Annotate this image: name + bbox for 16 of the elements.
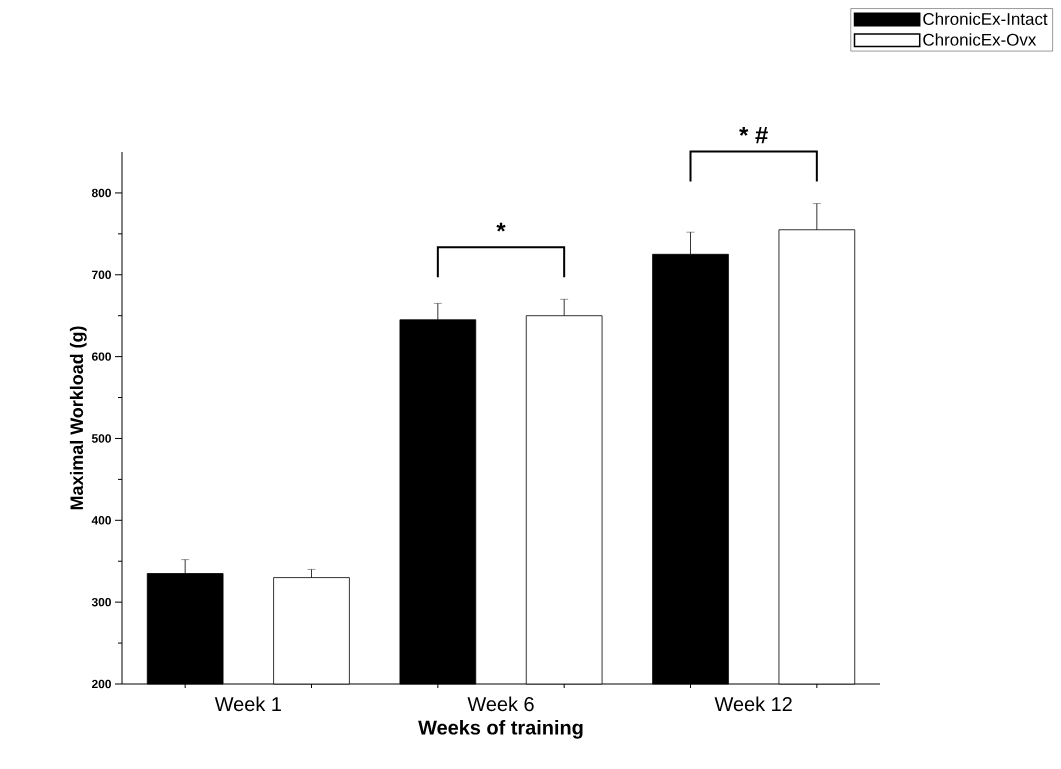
annotation: *	[496, 222, 506, 232]
text: * #	[739, 126, 768, 144]
y-tick-label: 400	[91, 516, 111, 525]
y-tick-label: 500	[91, 434, 111, 443]
x-axis-title: Weeks of training	[418, 719, 583, 739]
y-tick-label: 200	[91, 679, 111, 689]
y-tick-label: 300	[91, 597, 111, 607]
x-tick-label: Week 1	[214, 696, 281, 712]
y-tick-label: 600	[91, 352, 111, 361]
x-tick-label: Week 6	[467, 696, 534, 712]
y-tick-label: 800	[91, 188, 111, 198]
x-tick-label: Week 12	[714, 696, 792, 712]
legend-label: ChronicEx-Intact	[923, 12, 1048, 25]
legend-label: ChronicEx-Ovx	[923, 33, 1037, 46]
y-tick-label: 700	[92, 270, 111, 279]
y-axis-title: Maximal Workload (g)	[69, 326, 87, 510]
